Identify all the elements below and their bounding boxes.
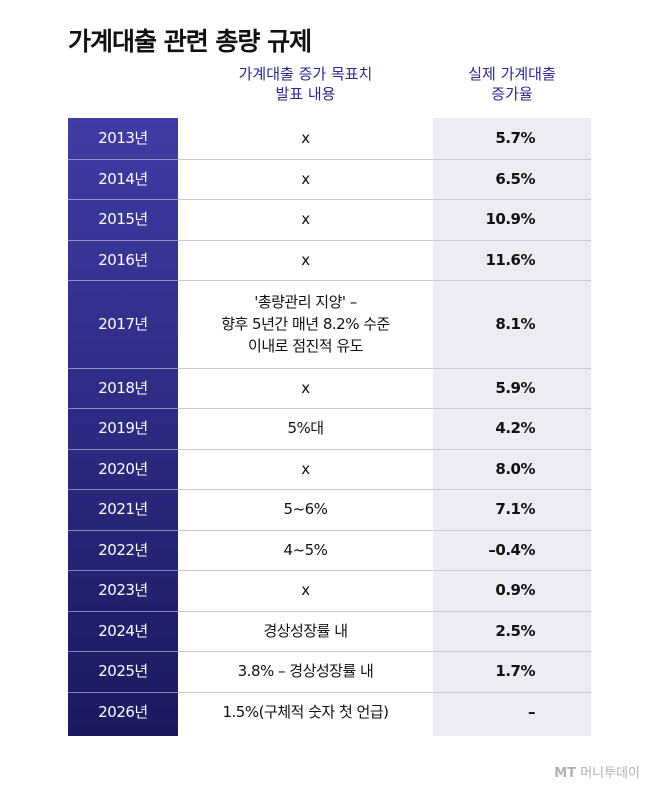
row-separator <box>68 158 178 160</box>
row-separator <box>68 570 178 571</box>
logo-name: 머니투데이 <box>580 766 640 781</box>
header-target: 가계대출 증가 목표치 발표 내용 <box>238 65 373 103</box>
title: 가계대출 관련 총량 규제 <box>68 27 312 56</box>
row-separator <box>178 239 591 241</box>
target-cell: 1.5%(구체적 숫자 첫 언급) <box>222 702 389 721</box>
actual-cell: 1.7% <box>495 662 535 681</box>
row-separator <box>178 529 591 531</box>
row-separator <box>178 367 591 369</box>
actual-cell: – <box>528 702 536 721</box>
row-separator <box>178 691 591 693</box>
target-cell: 경상성장률 내 <box>263 621 348 640</box>
logo: MT 머니투데이 <box>554 762 640 781</box>
actual-cell: 10.9% <box>485 210 535 229</box>
target-cell: x <box>301 378 310 397</box>
year-cell: 2025년 <box>98 662 148 681</box>
actual-column-bg <box>433 118 591 736</box>
target-cell: x <box>301 210 310 229</box>
row-separator <box>68 529 178 531</box>
target-cell: x <box>301 169 310 188</box>
target-cell: 3.8% – 경상성장률 내 <box>237 662 374 681</box>
row-separator <box>68 408 178 409</box>
row-separator <box>178 408 591 409</box>
year-column-bg <box>68 118 178 736</box>
target-cell: 5~6% <box>283 500 328 519</box>
row-separator <box>68 610 178 612</box>
row-separator <box>68 239 178 241</box>
row-separator <box>68 448 178 450</box>
target-cell: x <box>301 459 310 478</box>
header-actual: 실제 가계대출 증가율 <box>468 65 556 103</box>
year-cell: 2015년 <box>98 210 148 229</box>
year-cell: 2023년 <box>98 581 148 600</box>
actual-cell: 8.1% <box>495 314 535 333</box>
row-separator <box>68 199 178 200</box>
target-cell: x <box>301 129 310 148</box>
row-separator <box>178 280 591 281</box>
actual-cell: 5.9% <box>495 378 535 397</box>
actual-cell: 6.5% <box>495 169 535 188</box>
target-cell: x <box>301 581 310 600</box>
row-separator <box>68 691 178 693</box>
year-cell: 2017년 <box>98 314 148 333</box>
year-cell: 2018년 <box>98 378 148 397</box>
year-cell: 2024년 <box>98 621 148 640</box>
row-separator <box>178 158 591 160</box>
actual-cell: 2.5% <box>495 621 535 640</box>
year-cell: 2026년 <box>98 702 148 721</box>
row-separator <box>178 448 591 450</box>
row-separator <box>68 280 178 281</box>
target-cell: 5%대 <box>287 419 324 438</box>
actual-cell: 4.2% <box>495 419 535 438</box>
actual-cell: 8.0% <box>495 459 535 478</box>
year-cell: 2013년 <box>98 129 148 148</box>
row-separator <box>178 570 591 571</box>
year-cell: 2016년 <box>98 250 148 269</box>
row-separator <box>68 651 178 652</box>
row-separator <box>178 489 591 490</box>
target-cell: 4~5% <box>283 540 328 559</box>
row-separator <box>178 199 591 200</box>
actual-cell: –0.4% <box>488 540 535 559</box>
year-cell: 2020년 <box>98 459 148 478</box>
target-cell: x <box>301 250 310 269</box>
row-separator <box>68 489 178 490</box>
actual-cell: 5.7% <box>495 129 535 148</box>
year-cell: 2019년 <box>98 419 148 438</box>
logo-mark: MT <box>554 766 577 781</box>
year-cell: 2021년 <box>98 500 148 519</box>
row-separator <box>178 610 591 612</box>
year-cell: 2022년 <box>98 540 148 559</box>
target-cell: '총량관리 지양' – 향후 5년간 매년 8.2% 수준 이내로 점진적 유도 <box>221 292 390 355</box>
actual-cell: 11.6% <box>485 250 535 269</box>
year-cell: 2014년 <box>98 169 148 188</box>
actual-cell: 7.1% <box>495 500 535 519</box>
actual-cell: 0.9% <box>495 581 535 600</box>
row-separator <box>68 367 178 369</box>
row-separator <box>178 651 591 652</box>
